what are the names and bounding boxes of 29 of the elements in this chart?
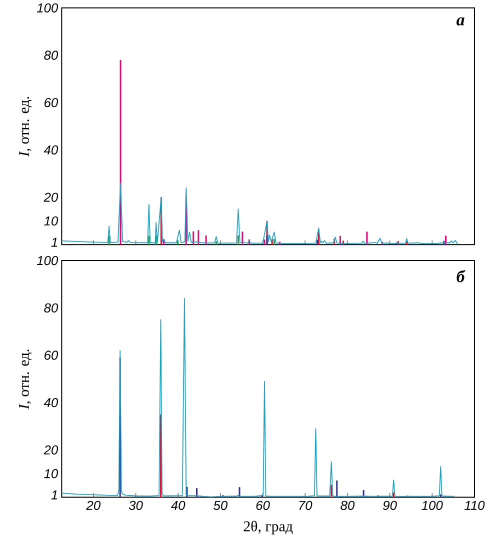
annotation: а [456,17,464,26]
y-tick-label: 10 [44,469,58,478]
y-tick-label: 1 [51,490,58,500]
y-tick-label: 40 [44,398,58,408]
x-tick-label: 60 [256,500,270,510]
y-tick-label: 100 [36,3,58,12]
y-tick-label: 100 [36,256,58,266]
y-tick-label: 60 [44,350,58,360]
y-tick-label: 20 [44,445,58,455]
y-tick-label: 80 [44,50,58,60]
x-tick-label: 70 [299,500,312,510]
x-tick-label: 100 [422,500,443,510]
x-tick-label: 30 [128,500,143,510]
y-tick-label: 40 [44,145,58,155]
annotation: б [456,270,466,282]
x-tick-label: 20 [86,500,100,510]
y-tick-label: 10 [44,216,58,226]
y-tick-label: 60 [44,98,58,108]
x-tick-label: 40 [170,500,186,510]
y-axis-title: I, отн. ед. [19,350,32,410]
y-tick-label: 20 [44,192,58,202]
y-tick-label: 80 [44,303,58,312]
x-tick-label: 90 [383,500,397,510]
y-tick-label: 1 [51,238,58,247]
y-axis-title: I, отн. ед. [19,96,32,157]
x-tick-label: 80 [340,500,354,510]
x-tick-label: 110 [464,500,485,510]
x-tick-label: 50 [214,500,228,510]
x-axis-title: 2θ, град [244,520,293,534]
